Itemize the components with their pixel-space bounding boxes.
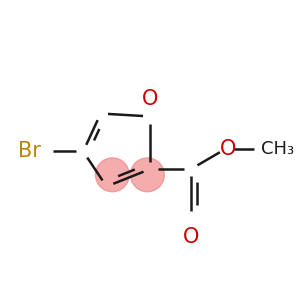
Text: Br: Br [18,142,41,161]
Text: CH₃: CH₃ [261,140,294,158]
Circle shape [95,158,129,192]
Text: O: O [183,227,200,247]
Text: O: O [142,89,158,109]
Circle shape [130,158,164,192]
Text: O: O [220,139,236,158]
